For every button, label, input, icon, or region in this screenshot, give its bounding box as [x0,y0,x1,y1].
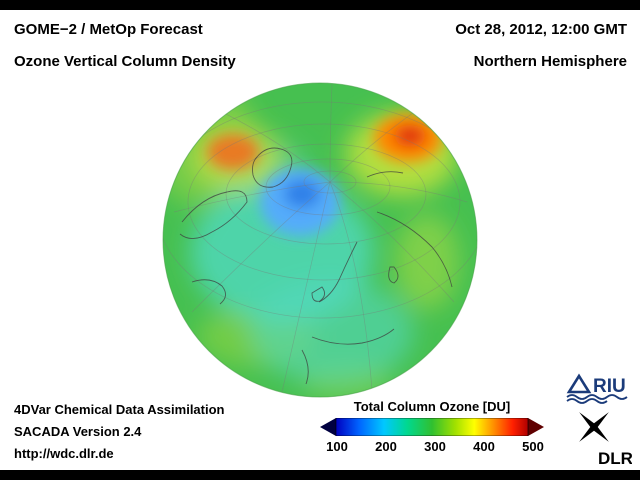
dlr-star-icon [579,412,609,442]
top-black-bar [0,0,640,10]
tick-400: 400 [473,439,495,454]
colorbar-tick-labels: 100 200 300 400 500 [320,439,544,457]
colorbar-title: Total Column Ozone [DU] [353,399,511,414]
riu-logo-text: RIU [593,376,626,397]
riu-logo-svg: RIU [566,373,628,404]
tick-300: 300 [424,439,446,454]
version-label: SACADA Version 2.4 [14,424,142,439]
globe-rim [162,82,478,398]
tick-500: 500 [522,439,544,454]
ozone-extreme-blobs [207,114,442,236]
colorbar-left-arrow [320,418,336,436]
colorbar-right-arrow [528,418,544,436]
dlr-logo-text: DLR [598,449,632,468]
header-left: GOME−2 / MetOp Forecast Ozone Vertical C… [14,14,236,78]
riu-logo: RIU [564,372,634,409]
url-label: http://wdc.dlr.de [14,446,114,461]
riu-triangle-icon [566,373,592,394]
hemisphere-label: Northern Hemisphere [473,53,627,70]
colorbar-gradient [320,418,544,436]
instrument-title: GOME−2 / MetOp Forecast [14,21,203,38]
tick-100: 100 [326,439,348,454]
coastlines [179,147,453,385]
ozone-globe-map [162,82,478,398]
globe-svg [162,82,478,398]
colorbar: Total Column Ozone [DU] [320,399,544,457]
riu-waves-icon [566,394,628,404]
datetime-label: Oct 28, 2012, 12:00 GMT [455,21,627,38]
graticule [163,83,477,393]
dlr-logo: DLR [572,406,633,473]
tick-200: 200 [375,439,397,454]
header-right: Oct 28, 2012, 12:00 GMT Northern Hemisph… [455,14,627,78]
bottom-black-bar [0,470,640,480]
assimilation-label: 4DVar Chemical Data Assimilation [14,402,225,417]
product-title: Ozone Vertical Column Density [14,53,236,70]
dlr-logo-svg: DLR [579,412,633,468]
